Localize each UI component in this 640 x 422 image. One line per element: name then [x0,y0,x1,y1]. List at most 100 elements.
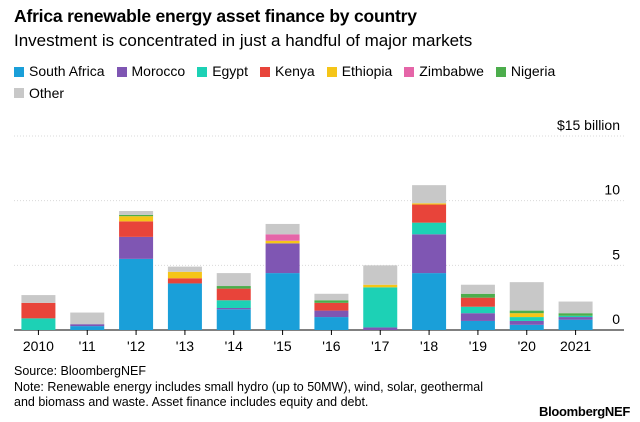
brand-logo: BloombergNEF [538,404,630,419]
legend-item: Nigeria [495,61,556,82]
x-axis-ticks: 2010 '11 '12 '13 '14 '15 '16 '17 '18 '19 '20 2021 [23,330,591,354]
bar-segment [216,309,251,330]
bar-segment [216,308,251,310]
bar-segment [314,317,349,330]
bar-segment [460,320,495,330]
y-tick-label: 10 [604,182,620,198]
legend-swatch [116,66,127,77]
y-tick-label: $15 billion [557,117,620,133]
bar-segment [167,278,202,284]
chart-legend: South Africa Morocco Egypt Kenya Ethiopia Zim… [14,61,614,104]
bar-segment [558,315,593,318]
bar-segment [509,310,544,314]
bar-segment [119,211,154,215]
bar-segment [509,320,544,325]
bar-segment [216,288,251,301]
x-tick-label: '16 [322,338,340,354]
bar-segment [21,302,56,319]
legend-label: Zimbabwe [419,63,484,79]
chart-subtitle: Investment is concentrated in just a han… [14,31,473,50]
legend-swatch [326,66,337,77]
legend-swatch [14,66,24,77]
legend-label: Morocco [131,63,186,79]
bar-segment [70,326,105,330]
bar-segment [412,234,447,274]
bar-segment [265,223,300,235]
bar-segment [314,302,349,311]
bar-segment [558,301,593,314]
legend-label: Other [29,84,65,101]
bar-segment [412,204,447,223]
y-axis-ticks: 0 5 10 $15 billion [557,117,620,327]
bar-segment [558,317,593,320]
x-tick-label: '11 [79,338,96,354]
legend-label: Nigeria [510,63,556,79]
x-tick-label: '18 [420,338,438,354]
legend-swatch [14,88,24,98]
legend-swatch [260,66,270,77]
bar-segment [167,271,202,279]
bar-segment [363,327,398,330]
bar-segment [314,300,349,303]
bar-segment [363,265,398,285]
bar-segment [412,203,447,205]
x-tick-label: '20 [518,338,536,354]
bar-segment [460,293,495,298]
bar-segment [167,283,202,330]
bar-segment [460,297,495,307]
bar-segment [509,313,544,318]
bar-segment [119,236,154,259]
y-tick-label: 5 [612,246,620,262]
footnote: Note: Renewable energy includes small hy… [14,380,483,409]
bar-segment [363,284,398,288]
x-tick-label: '15 [273,338,291,354]
bar-segment [119,258,154,330]
x-tick-label: 2021 [560,338,591,354]
bar-segment [558,319,593,330]
bar-segment [265,240,300,244]
x-tick-label: '12 [127,338,145,354]
legend-item: Egypt [197,61,248,82]
x-tick-label: '13 [176,338,194,354]
bar-segment [216,273,251,287]
x-tick-label: '14 [225,338,243,354]
bar-segment [167,266,202,272]
bar-segment [509,317,544,321]
bar-segment [265,243,300,274]
bar-segment [119,221,154,237]
bar-segment [509,282,544,311]
legend-item: South Africa [14,61,105,82]
legend-item: Kenya [260,61,315,82]
legend-label: South Africa [29,63,105,79]
legend-item: Ethiopia [326,61,393,82]
legend-item: Zimbabwe [404,61,484,82]
legend-swatch [495,66,506,77]
bar-segment [21,295,56,303]
bar-segment [265,273,300,330]
bar-segment [412,273,447,330]
legend-label: Kenya [275,63,315,79]
bar-segment [558,313,593,316]
source-note: Source: BloombergNEF [14,364,147,378]
legend-swatch [404,66,415,77]
legend-label: Egypt [212,63,248,79]
legend-item: Morocco [116,61,186,82]
y-tick-label: 0 [612,311,620,327]
bar-segment [314,293,349,301]
bar-segment [119,216,154,222]
bar-segment [70,312,105,325]
bar-segment [314,310,349,318]
bar-segment [216,286,251,289]
chart-title: Africa renewable energy asset finance by… [14,6,417,26]
x-tick-label: '17 [371,338,389,354]
bar-segment [412,222,447,235]
bar-segment [460,313,495,321]
bar-segment [265,234,300,241]
bar-segment [70,324,105,327]
bar-segment [460,284,495,294]
legend-item: Other [14,83,64,104]
bar-segment [216,300,251,309]
bars [21,185,593,330]
legend-label: Ethiopia [341,63,393,79]
